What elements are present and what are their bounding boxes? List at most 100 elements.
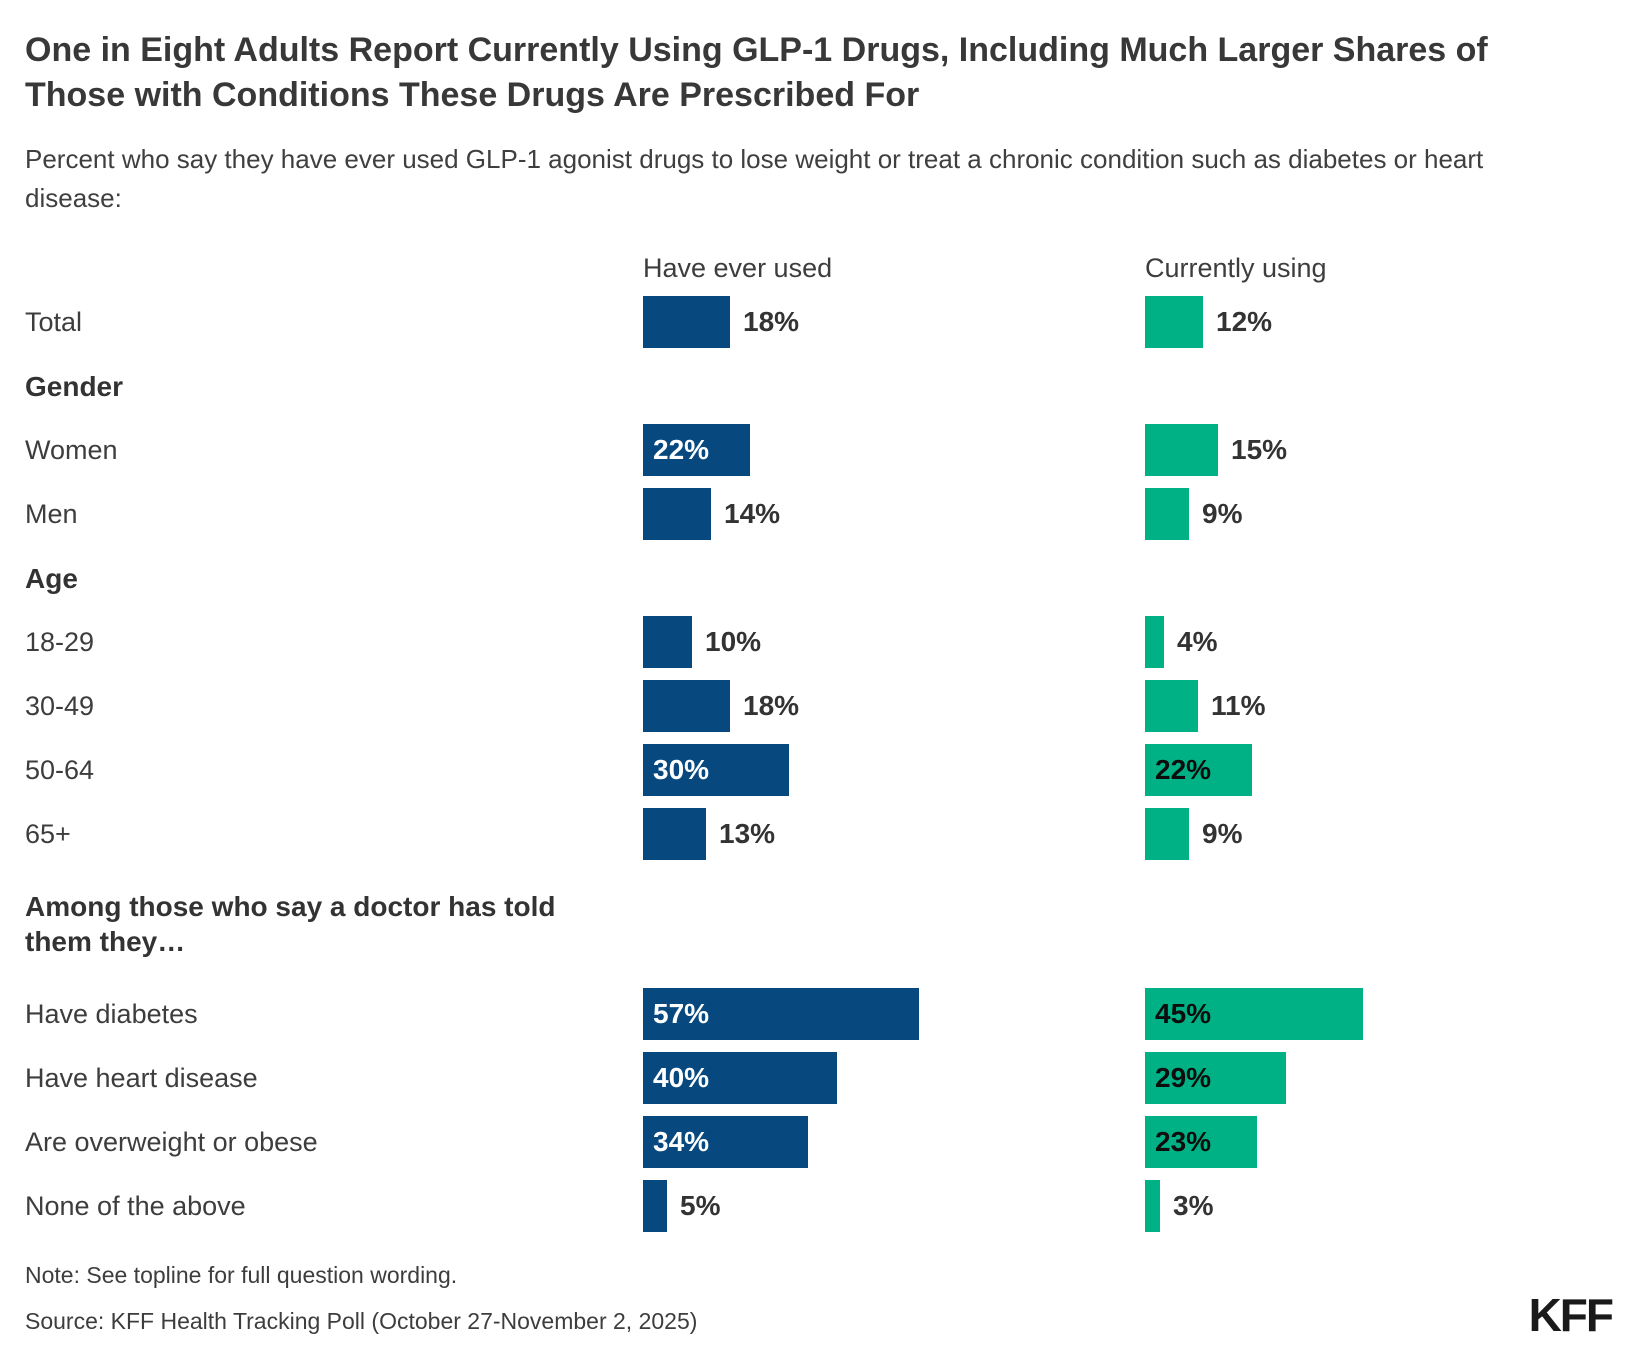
bar-cell-have-ever-used: 18% [643, 296, 1145, 349]
bar-cell-have-ever-used: 22% [643, 424, 1145, 477]
row-label: Men [25, 498, 78, 529]
bar-cell-currently-using: 12% [1145, 296, 1610, 349]
value-label: 57% [653, 998, 710, 1030]
kff-logo: KFF [1528, 1289, 1614, 1341]
value-label: 30% [653, 754, 710, 786]
bar-cell-currently-using: 4% [1145, 616, 1610, 669]
note-text: Note: See topline for full question word… [25, 1262, 458, 1288]
value-label: 18% [743, 690, 800, 722]
bar-cell-currently-using: 15% [1145, 424, 1610, 477]
value-label: 23% [1155, 1126, 1212, 1158]
value-label: 13% [719, 818, 776, 850]
bar-have-ever-used [643, 296, 730, 349]
row-label: Are overweight or obese [25, 1126, 318, 1157]
row-label: 30-49 [25, 690, 95, 721]
value-label: 40% [653, 1062, 710, 1094]
bar-cell-have-ever-used: 40% [643, 1052, 1145, 1105]
chart-content: One in Eight Adults Report Currently Usi… [25, 31, 1610, 1238]
value-label: 15% [1231, 434, 1288, 466]
section-header-label: Among those who say a doctor has told th… [25, 890, 556, 958]
chart-row: None of the above 5% 3% [25, 1174, 1610, 1238]
bar-have-ever-used: 22% [643, 424, 750, 477]
bar-currently-using: 45% [1145, 988, 1363, 1041]
value-label: 5% [680, 1190, 721, 1222]
row-label: Women [25, 434, 118, 465]
bar-currently-using [1145, 616, 1164, 669]
bar-currently-using: 23% [1145, 1116, 1257, 1169]
chart-row: 65+ 13% 9% [25, 802, 1610, 866]
chart-row: Women 22% 15% [25, 418, 1610, 482]
value-label: 45% [1155, 998, 1212, 1030]
bar-currently-using [1145, 296, 1203, 349]
bar-have-ever-used [643, 1180, 667, 1233]
section-header-row: Gender [25, 354, 1610, 418]
value-label: 29% [1155, 1062, 1212, 1094]
bar-cell-currently-using: 29% [1145, 1052, 1610, 1105]
value-label: 10% [705, 626, 762, 658]
section-header-row: Age [25, 546, 1610, 610]
bar-currently-using [1145, 488, 1189, 541]
bar-have-ever-used: 34% [643, 1116, 808, 1169]
bar-have-ever-used: 40% [643, 1052, 837, 1105]
column-header-have-ever-used: Have ever used [643, 253, 833, 284]
value-label: 3% [1173, 1190, 1214, 1222]
row-label: Have diabetes [25, 998, 198, 1029]
bar-currently-using [1145, 424, 1218, 477]
bar-cell-have-ever-used: 10% [643, 616, 1145, 669]
chart-row: 18-29 10% 4% [25, 610, 1610, 674]
bar-cell-currently-using: 3% [1145, 1180, 1610, 1233]
bar-currently-using: 29% [1145, 1052, 1286, 1105]
bar-cell-currently-using: 45% [1145, 988, 1610, 1041]
value-label: 11% [1211, 690, 1266, 722]
bar-cell-have-ever-used: 34% [643, 1116, 1145, 1169]
chart-rows: Total 18% 12% Gender Women 22% 15% Men 14% 9% Age 1… [25, 290, 1610, 1238]
chart-row: Have diabetes 57% 45% [25, 982, 1610, 1046]
bar-have-ever-used [643, 680, 730, 733]
bar-cell-have-ever-used: 13% [643, 808, 1145, 861]
value-label: 9% [1202, 498, 1243, 530]
bar-currently-using [1145, 1180, 1160, 1233]
bar-currently-using [1145, 808, 1189, 861]
chart-row: Have heart disease 40% 29% [25, 1046, 1610, 1110]
value-label: 14% [724, 498, 781, 530]
value-label: 22% [653, 434, 710, 466]
row-label: 65+ [25, 818, 71, 849]
row-label: Total [25, 306, 83, 337]
value-label: 34% [653, 1126, 710, 1158]
bar-cell-have-ever-used: 30% [643, 744, 1145, 797]
row-label: None of the above [25, 1190, 246, 1221]
chart-title: One in Eight Adults Report Currently Usi… [25, 31, 1488, 115]
section-header-row: Among those who say a doctor has told th… [25, 866, 1610, 982]
bar-currently-using [1145, 680, 1198, 733]
chart-row: Total 18% 12% [25, 290, 1610, 354]
chart-row: 30-49 18% 11% [25, 674, 1610, 738]
chart-row: Are overweight or obese 34% 23% [25, 1110, 1610, 1174]
bar-cell-have-ever-used: 57% [643, 988, 1145, 1041]
bar-cell-have-ever-used: 18% [643, 680, 1145, 733]
value-label: 4% [1177, 626, 1218, 658]
source-text: Source: KFF Health Tracking Poll (Octobe… [25, 1308, 698, 1334]
bar-cell-have-ever-used: 14% [643, 488, 1145, 541]
chart-row: Men 14% 9% [25, 482, 1610, 546]
bar-have-ever-used: 30% [643, 744, 789, 797]
bar-have-ever-used [643, 488, 711, 541]
chart-subtitle: Percent who say they have ever used GLP-… [25, 144, 1484, 214]
row-label: 18-29 [25, 626, 95, 657]
value-label: 22% [1155, 754, 1212, 786]
section-header-label: Gender [25, 370, 124, 402]
chart-row: 50-64 30% 22% [25, 738, 1610, 802]
column-header-currently-using: Currently using [1145, 253, 1327, 284]
section-header-label: Age [25, 562, 78, 594]
value-label: 9% [1202, 818, 1243, 850]
bar-cell-have-ever-used: 5% [643, 1180, 1145, 1233]
row-label: Have heart disease [25, 1062, 258, 1093]
bar-cell-currently-using: 9% [1145, 808, 1610, 861]
series-header-row: Have ever used Currently using [25, 242, 1610, 290]
bar-have-ever-used: 57% [643, 988, 919, 1041]
bar-cell-currently-using: 9% [1145, 488, 1610, 541]
bar-have-ever-used [643, 808, 706, 861]
bar-cell-currently-using: 22% [1145, 744, 1610, 797]
value-label: 18% [743, 306, 800, 338]
bar-have-ever-used [643, 616, 692, 669]
